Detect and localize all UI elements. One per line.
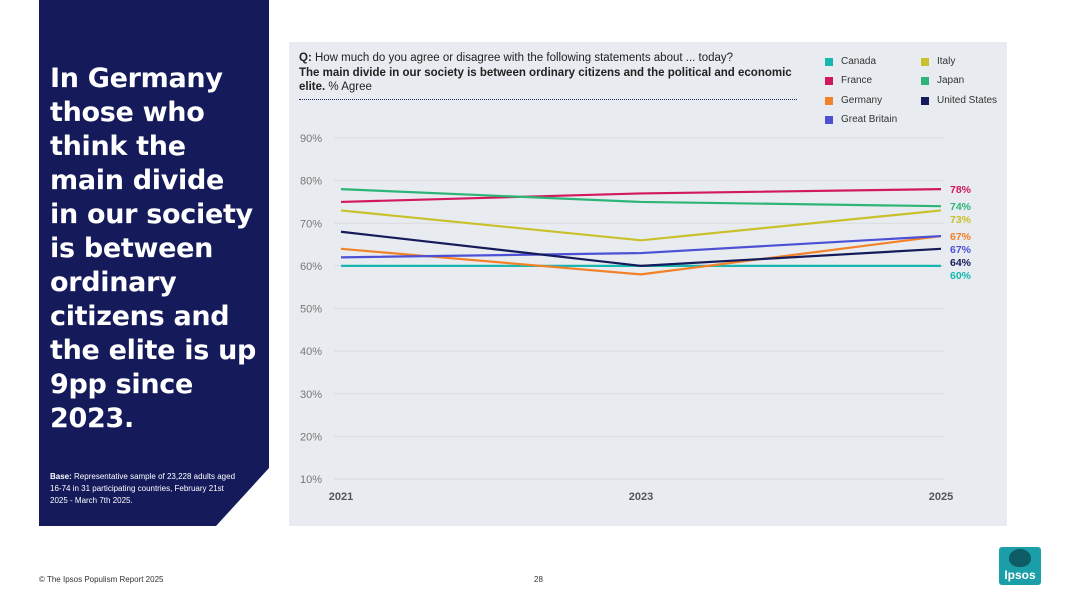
legend-swatch [825,115,833,124]
legend-item: Canada [825,56,876,67]
legend-label: France [841,75,873,86]
end-data-label: 67% [950,244,972,256]
end-data-label: 78% [950,184,972,196]
legend-swatch [825,96,833,105]
legend-item: France [825,75,872,86]
chart-panel: Q: How much do you agree or disagree wit… [289,42,1007,526]
legend-item: Italy [921,56,955,67]
legend-label: Great Britain [841,114,898,125]
legend-item: United States [921,95,997,106]
y-tick-label: 80% [300,176,322,188]
series-line [340,234,942,259]
y-tick-label: 20% [300,431,322,443]
end-data-label: 73% [950,214,972,226]
page-number: 28 [534,575,543,584]
x-tick-label: 2023 [629,491,653,503]
x-tick-label: 2021 [329,491,353,503]
legend-swatch [921,96,929,105]
series-line [340,230,942,267]
x-tick-label: 2025 [929,491,953,503]
end-data-label: 60% [950,270,972,282]
legend-label: Japan [937,75,965,86]
legend-item: Germany [825,95,882,106]
series-line [340,209,942,242]
y-tick-label: 40% [300,346,322,358]
legend-item: Japan [921,75,964,86]
y-tick-label: 70% [300,218,322,230]
y-tick-label: 50% [300,304,322,316]
base-text: Representative sample of 23,228 adults a… [50,472,236,505]
legend-label: Canada [841,56,877,67]
y-tick-label: 30% [300,389,322,401]
base-label: Base: [50,472,72,481]
side-panel: In Germany those who think the main divi… [39,0,269,526]
question-statement: The main divide in our society is betwee… [299,66,792,94]
logo-text: Ipsos [1004,568,1036,582]
footer-credit: © The Ipsos Populism Report 2025 [39,575,164,584]
y-tick-label: 60% [300,261,322,273]
legend-label: Germany [841,95,883,106]
base-note: Base: Representative sample of 23,228 ad… [50,471,240,507]
y-tick-label: 10% [300,474,322,486]
y-tick-label: 90% [300,133,322,145]
logo-mark [1009,549,1031,567]
legend-label: United States [937,95,998,106]
legend-swatch [921,57,929,66]
legend-swatch [825,76,833,85]
legend-swatch [825,57,833,66]
legend-item: Great Britain [825,114,897,125]
end-data-label: 74% [950,201,972,213]
question: Q: How much do you agree or disagree wit… [299,51,799,95]
legend-swatch [921,76,929,85]
end-data-label: 67% [950,231,972,243]
question-text: How much do you agree or disagree with t… [314,52,734,64]
line-chart: 90% 80% 70% 60% 50% 40% 30% 20% 10% 2021 2023 2025 7… [300,133,972,503]
ipsos-logo: Ipsos [999,547,1041,585]
legend-label: Italy [937,56,956,67]
series-line [340,188,942,208]
question-suffix: % Agree [328,81,372,93]
question-prefix: Q: [299,52,312,64]
series-line [340,188,942,204]
end-data-label: 64% [950,257,972,269]
series-line [340,234,942,276]
question-divider [299,99,797,100]
headline: In Germany those who think the main divi… [50,63,257,434]
